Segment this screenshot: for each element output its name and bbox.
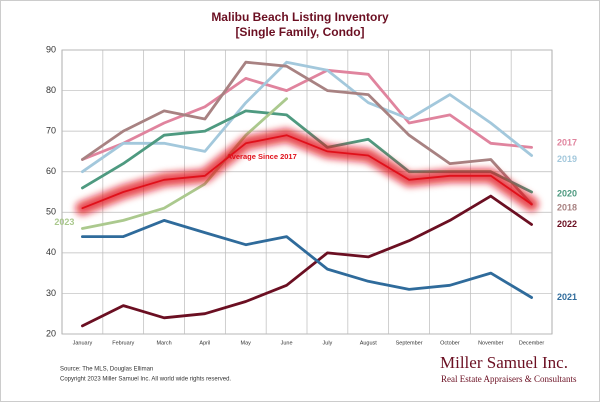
series-label: 2017: [557, 138, 577, 148]
y-tick-label: 90: [46, 44, 56, 54]
y-tick-label: 50: [46, 207, 56, 217]
series-label: 2020: [557, 188, 577, 198]
y-tick-label: 80: [46, 85, 56, 95]
brand-tagline: Real Estate Appraisers & Consultants: [441, 374, 577, 384]
y-tick-label: 60: [46, 166, 56, 176]
series-line: [81, 219, 533, 299]
y-tick-label: 70: [46, 126, 56, 136]
series-line: [81, 97, 288, 230]
x-tick-label: November: [478, 340, 504, 346]
series-line: [81, 60, 533, 206]
series-label: 2022: [557, 219, 577, 229]
series-line: [81, 194, 533, 328]
x-tick-label: December: [519, 340, 545, 346]
x-tick-label: October: [440, 340, 460, 346]
series-line: [81, 68, 533, 161]
copyright: Copyright 2023 Miller Samuel Inc. All wo…: [60, 377, 231, 383]
y-tick-label: 30: [46, 288, 56, 298]
x-tick-label: March: [156, 340, 171, 346]
x-tick-label: June: [281, 340, 293, 346]
series-label: Average Since 2017: [227, 152, 297, 161]
x-tick-label: July: [323, 340, 333, 346]
series-label: 2018: [557, 203, 577, 213]
source: Source: The MLS, Douglas Elliman: [60, 367, 153, 373]
y-tick-label: 40: [46, 247, 56, 257]
series-label: 2019: [557, 154, 577, 164]
brand: Miller Samuel Inc.: [440, 353, 568, 372]
chart-subtitle: [Single Family, Condo]: [235, 25, 364, 39]
y-tick-label: 20: [46, 328, 56, 338]
chart-title: Malibu Beach Listing Inventory: [211, 10, 389, 24]
series-line: [81, 134, 533, 210]
series-label: 2021: [557, 292, 577, 302]
x-tick-label: January: [73, 340, 93, 346]
x-tick-label: August: [360, 340, 378, 346]
series-line: [81, 60, 533, 174]
x-tick-label: September: [396, 340, 423, 346]
x-tick-label: February: [112, 340, 134, 346]
x-tick-label: April: [199, 340, 210, 346]
series-label: 2023: [54, 217, 74, 227]
x-tick-label: May: [241, 340, 252, 346]
